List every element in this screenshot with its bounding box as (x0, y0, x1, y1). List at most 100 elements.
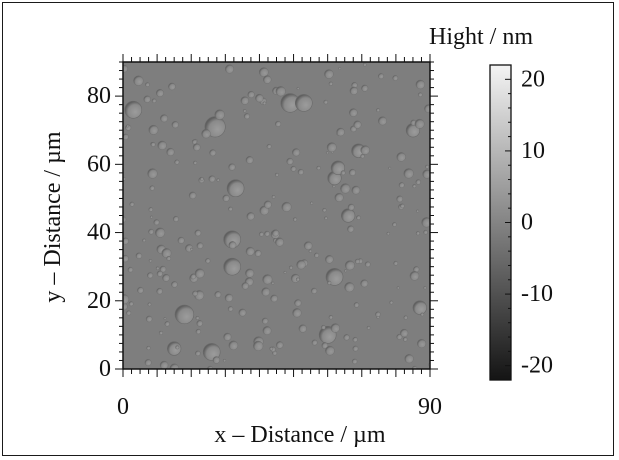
surface-pit-small (398, 182, 405, 188)
colorbar-tick-label-minus-10: -10 (521, 281, 553, 307)
surface-pit-small (195, 315, 200, 320)
surface-pit-small (422, 169, 430, 179)
surface-pit-small (366, 325, 371, 330)
y-tick-label-40: 40 (87, 220, 111, 246)
surface-pit-small (147, 302, 152, 307)
surface-pit-small (393, 260, 399, 266)
surface-pit-small (423, 286, 427, 290)
surface-pit-small (262, 101, 267, 106)
surface-pit-small (403, 168, 414, 179)
surface-pit-small (195, 350, 201, 357)
surface-pit-small (360, 154, 365, 159)
surface-pit-small (403, 315, 408, 320)
surface-pit-small (386, 231, 390, 236)
surface-pit-small (275, 86, 286, 97)
surface-pit-small (352, 336, 358, 343)
surface-pit-small (193, 160, 198, 165)
surface-pit-small (174, 159, 180, 165)
surface-pit-small (348, 168, 356, 176)
surface-pit-small (296, 87, 300, 90)
surface-pit-small (192, 143, 201, 152)
surface-pit-small (149, 185, 155, 191)
surface-pit-small (325, 345, 335, 356)
surface-pit-small (209, 149, 217, 157)
surface-pit-small (188, 191, 197, 200)
surface-pit-small (199, 176, 204, 181)
surface-pit-small (338, 67, 342, 70)
surface-pit-small (262, 274, 273, 285)
surface-pit-small (155, 266, 160, 271)
surface-pit-small (255, 93, 264, 103)
surface-pit-small (243, 113, 250, 120)
surface-pit-small (214, 109, 225, 120)
surface-pit-small (254, 249, 262, 257)
surface-pit-small (123, 254, 129, 263)
surface-pit-small (151, 98, 157, 103)
surface-pit-small (404, 354, 414, 364)
surface-pit-small (262, 326, 272, 336)
surface-pit-small (127, 266, 134, 273)
surface-pit-small (194, 268, 205, 279)
surface-pit-small (271, 194, 276, 199)
surface-pit-small (417, 338, 427, 349)
surface-pit-small (224, 64, 234, 74)
surface-pit-small (332, 184, 336, 188)
surface-pit-small (155, 227, 166, 238)
surface-pit-small (190, 247, 194, 251)
surface-pit-small (240, 96, 249, 105)
surface-pit-small (378, 73, 384, 80)
surface-pit-small (263, 75, 272, 84)
surface-pit-small (290, 165, 297, 172)
surface-pit-small (146, 345, 151, 351)
surface-pit-small (415, 179, 421, 185)
surface-pit-small (208, 175, 216, 183)
surface-pit-small (294, 299, 302, 307)
y-tick-label-20: 20 (87, 288, 111, 314)
surface-pit-small (177, 236, 185, 244)
surface-pit-small (212, 356, 221, 364)
surface-pit-small (303, 241, 313, 250)
surface-pit-small (344, 260, 355, 271)
surface-pit-small (216, 178, 220, 182)
surface-pit-small (295, 277, 300, 282)
colorbar-tick-label-10: 10 (521, 138, 545, 164)
surface-pit-small (205, 258, 211, 264)
surface-pit-small (123, 294, 130, 305)
surface-pit-small (353, 120, 362, 129)
surface-pit-small (325, 255, 334, 264)
surface-pit-small (164, 321, 170, 327)
surface-pit-small (158, 330, 164, 335)
surface-pit-small (330, 323, 340, 333)
surface-pit-small (150, 141, 156, 147)
surface-pit-small (258, 67, 269, 77)
surface-pit (167, 341, 182, 356)
surface-pit-small (253, 340, 264, 351)
x-axis-label: x – Distance / µm (214, 422, 385, 448)
surface-pit-small (128, 301, 134, 307)
surface-pit-small (416, 209, 420, 213)
surface-pit-small (194, 229, 202, 237)
surface-pit (294, 94, 313, 112)
surface-pit-small (222, 194, 230, 202)
surface-pit-small (228, 340, 239, 351)
x-tick-labels: 0 90 (117, 394, 442, 420)
surface-pit-small (311, 339, 318, 346)
x-minor-ticks (122, 54, 431, 377)
y-tick-label-60: 60 (87, 151, 111, 177)
surface-pit-small (163, 317, 167, 320)
surface-pit-small (297, 168, 304, 176)
surface-pit-small (351, 185, 361, 195)
surface-pit-small (414, 118, 425, 129)
surface-pit-small (388, 166, 392, 170)
surface-pit-small (275, 120, 282, 127)
surface-pit-small (402, 337, 408, 342)
surface-pit-small (322, 208, 327, 213)
surface-pit-small (327, 280, 332, 285)
surface-pit-small (324, 69, 334, 79)
colorbar: Hight / nm 20 10 0 -10 -20 (429, 24, 553, 381)
surface-pit-small (246, 212, 255, 221)
surface-pit-small (160, 114, 168, 123)
surface-pit-small (145, 315, 153, 323)
surface-pit-small (144, 359, 152, 366)
